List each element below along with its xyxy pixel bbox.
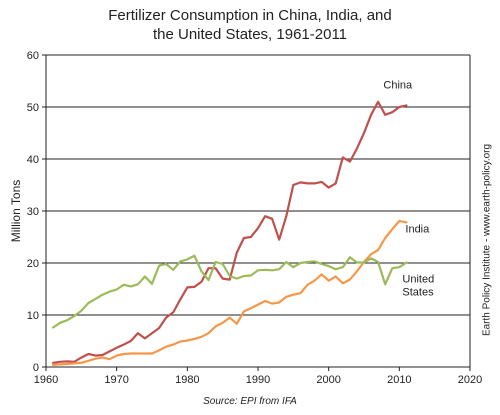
y-tick-label: 20 [27,258,39,270]
x-tick-label: 2020 [458,374,482,386]
series-line-united-states [51,254,408,329]
y-tick-label: 60 [27,50,39,62]
chart-title-line-1: Fertilizer Consumption in China, India, … [108,7,392,24]
y-tick-label: 50 [27,102,39,114]
series-line-india [51,219,408,366]
y-tick-label: 40 [27,154,39,166]
x-tick-label: 2000 [316,374,340,386]
chart-title: Fertilizer Consumption in China, India, … [0,6,500,44]
series-label-line: States [402,286,434,298]
x-tick-label: 2010 [387,374,411,386]
labels: 0 10 20 30 40 50 60 1960 1970 1980 1990 2000 2010 202… [9,50,482,386]
side-credit-text: Earth Policy Institute - www.earth-polic… [481,143,493,337]
chart-title-line-2: the United States, 1961-2011 [152,26,348,43]
series-label-united-states: United States [402,273,434,298]
x-tick-label: 1970 [104,374,128,386]
series-label-line: China [383,79,413,91]
source-note: Source: EPI from IFA [203,396,297,407]
gridlines [46,54,470,316]
y-tick-label: 30 [27,206,39,218]
y-tick-label: 10 [27,310,39,322]
series-label-india: India [405,223,430,235]
series-label-line: United [402,273,434,285]
x-tick-label: 1990 [246,374,270,386]
series-label-china: China [383,79,413,91]
y-axis-title: Million Tons [9,180,23,242]
x-tick-label: 1980 [175,374,199,386]
series-line-china [51,100,408,364]
x-tick-label: 1960 [34,374,58,386]
y-tick-label: 0 [33,362,39,374]
axes [42,54,471,371]
series-label-line: India [405,223,430,235]
series-lines [51,100,408,366]
